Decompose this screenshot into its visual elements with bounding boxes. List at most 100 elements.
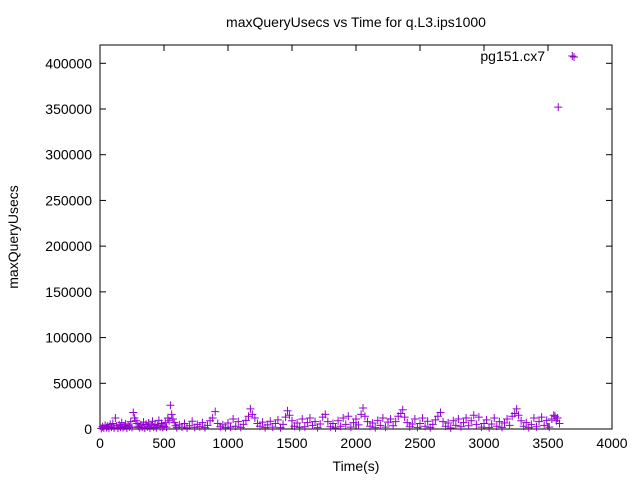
data-point <box>161 418 170 427</box>
data-point <box>535 417 544 426</box>
data-point <box>211 407 220 416</box>
data-point <box>334 416 343 425</box>
data-point <box>167 410 176 419</box>
data-point <box>344 412 353 421</box>
x-tick-label: 500 <box>152 435 176 451</box>
data-point <box>111 414 120 423</box>
data-point <box>456 422 465 431</box>
data-point <box>555 419 564 428</box>
data-point <box>474 413 483 422</box>
x-tick-label: 3500 <box>532 435 563 451</box>
x-tick-label: 0 <box>96 435 104 451</box>
y-tick-label: 250000 <box>45 192 92 208</box>
data-point <box>305 414 314 423</box>
data-point <box>371 423 380 432</box>
data-point <box>428 420 437 429</box>
data-point <box>165 416 174 425</box>
data-point <box>527 420 536 429</box>
data-point <box>226 423 235 432</box>
data-point <box>482 415 491 424</box>
data-point <box>279 420 288 429</box>
data-point <box>532 422 541 431</box>
x-axis-label: Time(s) <box>333 458 380 474</box>
data-point <box>505 421 514 430</box>
data-point <box>208 414 217 423</box>
data-point <box>346 423 355 432</box>
y-tick-label: 350000 <box>45 101 92 117</box>
y-tick-label: 400000 <box>45 55 92 71</box>
legend: pg151.cx7 <box>480 48 578 64</box>
y-tick-label: 300000 <box>45 147 92 163</box>
data-point <box>373 416 382 425</box>
data-point <box>410 414 419 423</box>
x-tick-label: 2000 <box>340 435 371 451</box>
data-point <box>449 416 458 425</box>
data-point <box>542 416 551 425</box>
data-point <box>495 417 504 426</box>
data-point <box>423 417 432 426</box>
data-point <box>553 414 562 423</box>
data-point <box>295 423 304 432</box>
plot-frame <box>99 44 613 430</box>
data-point <box>239 420 248 429</box>
y-axis-label: maxQueryUsecs <box>5 185 21 288</box>
data-point <box>352 414 360 423</box>
data-point <box>459 418 468 427</box>
data-point <box>467 416 476 425</box>
data-point <box>376 421 385 430</box>
series-layer <box>97 51 577 433</box>
data-point <box>389 421 398 430</box>
data-point <box>168 414 177 423</box>
y-tick-label: 150000 <box>45 284 92 300</box>
data-point <box>368 419 377 428</box>
data-point <box>288 416 296 425</box>
x-axis: 0 500 1000 1500 2000 2500 3000 3500 4000 <box>96 45 628 451</box>
data-point <box>328 419 337 428</box>
data-point <box>360 412 369 421</box>
data-point <box>359 403 368 412</box>
data-point <box>166 401 175 410</box>
data-point <box>256 422 264 431</box>
data-point <box>293 419 302 428</box>
data-point <box>229 414 238 423</box>
y-tick-label: 200000 <box>45 238 92 254</box>
data-point <box>500 419 509 428</box>
data-point <box>258 418 267 427</box>
data-point <box>266 417 275 426</box>
data-point <box>281 413 290 422</box>
y-tick-label: 100000 <box>45 330 92 346</box>
data-point <box>273 415 282 424</box>
data-point <box>451 421 460 430</box>
data-point <box>418 414 427 423</box>
data-point <box>492 422 501 431</box>
legend-marker <box>570 53 578 61</box>
data-point <box>283 406 292 415</box>
data-point <box>339 414 348 423</box>
data-point <box>408 419 417 428</box>
data-point <box>378 414 387 423</box>
data-point <box>454 414 463 423</box>
data-point <box>285 411 294 420</box>
legend-label: pg151.cx7 <box>480 48 545 64</box>
data-point <box>469 411 478 420</box>
data-point <box>195 422 204 431</box>
data-point <box>444 419 453 428</box>
data-point <box>421 422 430 431</box>
data-point <box>472 420 481 429</box>
data-point <box>203 421 212 430</box>
data-point <box>522 418 531 427</box>
data-point <box>129 408 138 417</box>
data-point <box>487 419 496 428</box>
data-point <box>446 423 455 432</box>
data-point <box>231 422 240 431</box>
x-tick-label: 1000 <box>212 435 243 451</box>
data-point <box>241 416 250 425</box>
data-point <box>303 418 312 427</box>
data-point <box>381 423 390 432</box>
x-tick-label: 3000 <box>468 435 499 451</box>
data-point <box>510 409 519 418</box>
data-point <box>170 418 179 427</box>
data-point <box>128 423 136 432</box>
data-point <box>234 417 243 426</box>
